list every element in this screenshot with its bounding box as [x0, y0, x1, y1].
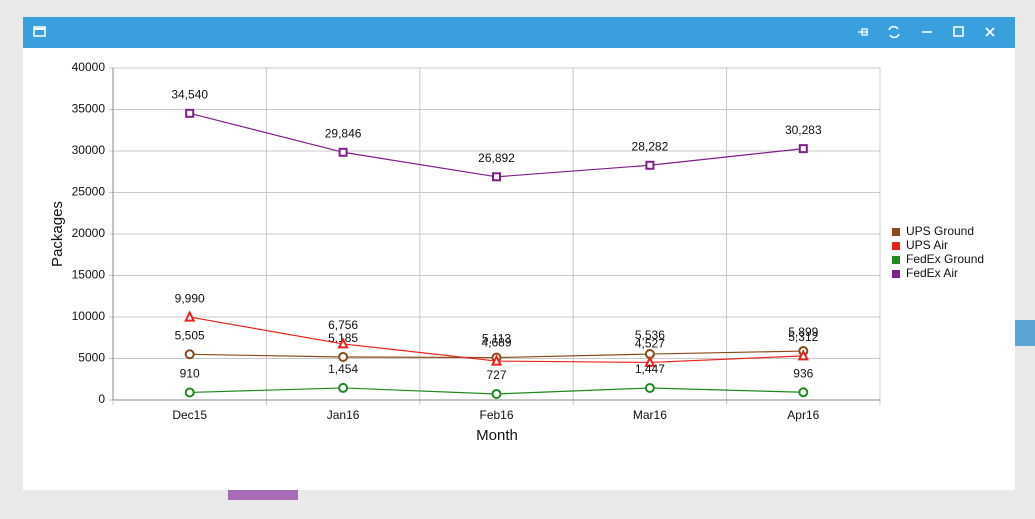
legend-swatch	[892, 256, 900, 264]
marker	[798, 387, 809, 398]
title-bar	[23, 17, 1015, 48]
y-tick-label: 15000	[72, 268, 106, 282]
data-label: 29,846	[325, 126, 362, 140]
data-label: 6,756	[328, 318, 358, 332]
y-tick-label: 35000	[72, 102, 106, 116]
marker	[185, 108, 195, 118]
data-label: 9,990	[175, 291, 205, 305]
legend-swatch	[892, 270, 900, 278]
data-label: 910	[180, 367, 200, 381]
data-label: 34,540	[171, 87, 208, 101]
marker	[492, 172, 501, 182]
marker	[184, 387, 195, 398]
data-label: 30,283	[785, 123, 822, 137]
chart: Packages Month 0 5000 10000 15000 20000 25000…	[49, 60, 984, 444]
dialog	[23, 17, 1015, 490]
marker	[184, 310, 196, 322]
y-tick-label: 40000	[72, 60, 106, 74]
data-label: 1,454	[328, 362, 358, 376]
x-tick-label: Dec15	[172, 408, 207, 422]
legend-swatch	[892, 228, 900, 236]
data-label: 5,899	[788, 325, 818, 339]
marker	[645, 160, 655, 170]
marker	[644, 382, 655, 393]
data-label: 28,282	[632, 139, 669, 153]
x-tick-label: Feb16	[479, 408, 513, 422]
background-panel	[1015, 320, 1035, 346]
y-tick-label: 5000	[78, 351, 105, 365]
maximize-button[interactable]	[953, 26, 964, 37]
marker	[337, 337, 349, 349]
data-label: 5,536	[635, 328, 665, 342]
marker	[338, 382, 349, 393]
data-label: 4,689	[481, 335, 511, 349]
y-tick-label: 0	[98, 392, 105, 406]
legend-label: FedEx Air	[906, 266, 958, 280]
data-label: 5,505	[175, 328, 205, 342]
marker	[644, 355, 656, 367]
y-tick-label: 30000	[72, 143, 106, 157]
marker	[338, 147, 348, 157]
data-label: 26,892	[478, 151, 515, 165]
data-label: 936	[793, 366, 813, 380]
marker	[798, 144, 808, 154]
x-tick-label: Mar16	[633, 408, 667, 422]
y-tick-label: 10000	[72, 309, 106, 323]
data-label: 4,527	[635, 337, 665, 351]
marker	[797, 349, 809, 361]
marker	[491, 388, 502, 399]
marker	[338, 351, 349, 362]
data-label: 5,312	[788, 330, 818, 344]
y-tick-label: 20000	[72, 226, 106, 240]
pin-button[interactable]	[858, 28, 868, 36]
refresh-button[interactable]	[888, 25, 900, 39]
y-axis-title: Packages	[49, 201, 66, 267]
legend-label: FedEx Ground	[906, 252, 984, 266]
x-axis-title: Month	[476, 427, 518, 444]
window-icon	[33, 26, 46, 37]
x-tick-label: Apr16	[787, 408, 819, 422]
close-button[interactable]	[985, 27, 995, 37]
data-label: 727	[486, 368, 506, 382]
legend-label: UPS Ground	[906, 224, 974, 238]
x-tick-label: Jan16	[327, 408, 360, 422]
data-label: 1,447	[635, 362, 665, 376]
y-tick-label: 25000	[72, 185, 106, 199]
legend-swatch	[892, 242, 900, 250]
marker	[490, 354, 503, 366]
data-label: 5,113	[482, 332, 511, 346]
legend-label: UPS Air	[906, 238, 948, 252]
marker	[184, 349, 195, 360]
